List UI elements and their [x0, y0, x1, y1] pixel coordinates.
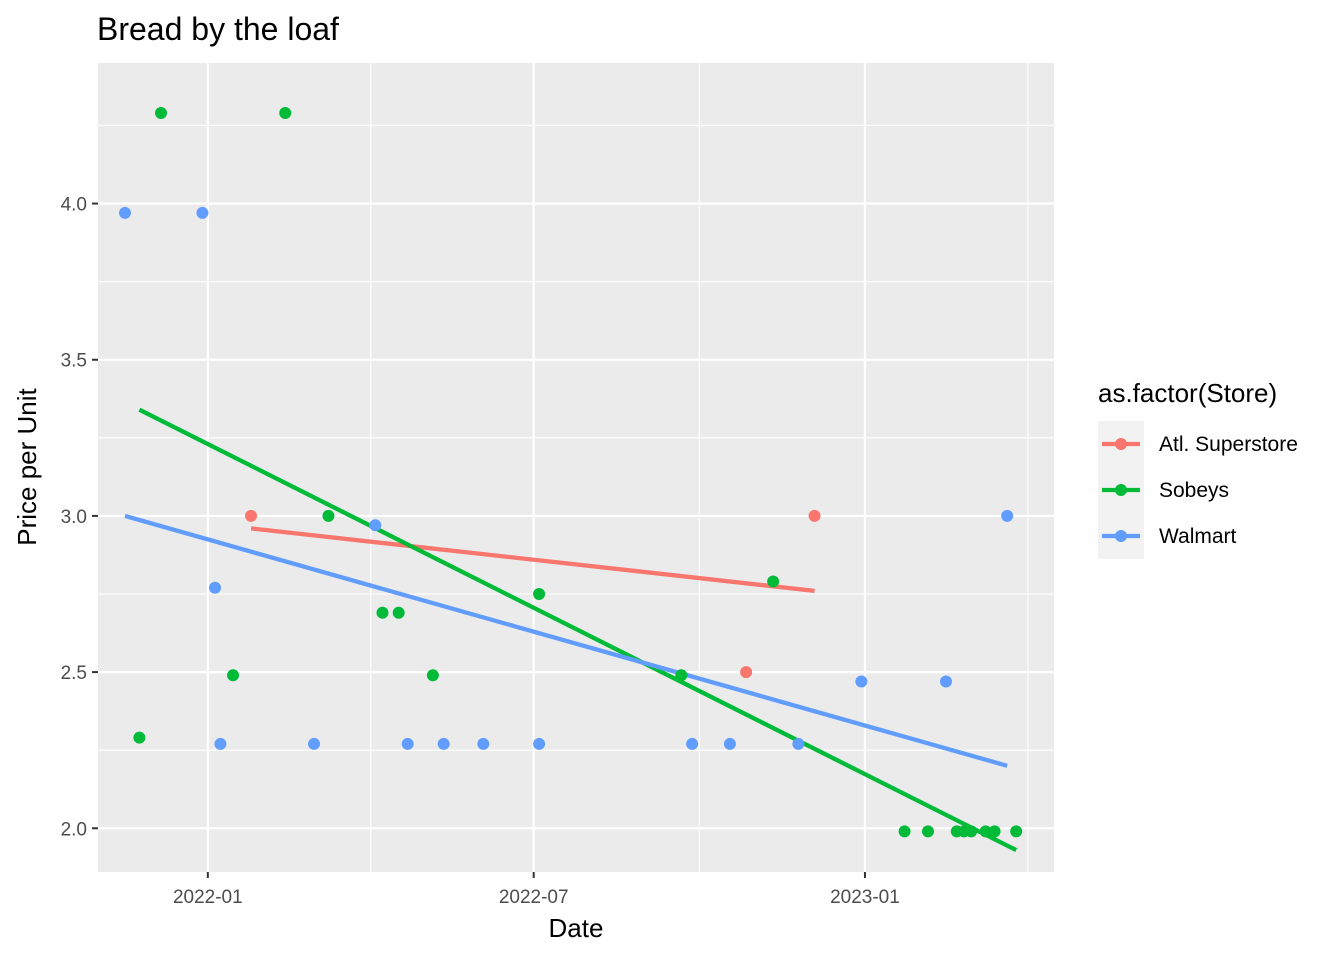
- data-point-walmart: [437, 737, 450, 750]
- legend-dot-sobeys: [1115, 484, 1127, 496]
- data-point-walmart: [401, 737, 414, 750]
- data-point-sobeys: [965, 825, 978, 838]
- data-point-sobeys: [133, 731, 146, 744]
- major-gridlines: [98, 63, 1054, 872]
- data-point-walmart: [533, 737, 546, 750]
- legend-items: Atl. Superstore Sobeys Walmart: [1098, 421, 1298, 559]
- data-point-sobeys: [988, 825, 1001, 838]
- data-point-walmart: [308, 737, 321, 750]
- data-point-walmart: [209, 581, 222, 594]
- legend-title: as.factor(Store): [1098, 378, 1277, 408]
- data-point-sobeys: [533, 588, 546, 601]
- data-point-sobeys: [767, 575, 780, 588]
- x-tick-label: 2022-07: [499, 887, 569, 908]
- data-point-walmart: [855, 675, 868, 688]
- x-axis-tick-labels: 2022-01 2022-07 2023-01: [173, 887, 900, 908]
- y-tick-label: 2.0: [61, 819, 87, 840]
- data-point-sobeys: [979, 825, 992, 838]
- data-point-sobeys: [426, 669, 439, 682]
- y-tick-label: 2.5: [61, 663, 87, 684]
- data-point-atl-superstore: [740, 666, 753, 679]
- data-point-sobeys: [322, 509, 335, 522]
- minor-gridlines: [98, 63, 1054, 872]
- legend-label-sobeys: Sobeys: [1159, 479, 1229, 502]
- x-tick-label: 2022-01: [173, 887, 243, 908]
- data-point-walmart: [1001, 509, 1014, 522]
- axis-ticks: [92, 202, 866, 878]
- data-point-walmart: [119, 206, 132, 219]
- data-point-atl-superstore: [245, 509, 258, 522]
- trend-line-sobeys: [138, 407, 1018, 853]
- data-point-walmart: [723, 737, 736, 750]
- data-point-sobeys: [898, 825, 911, 838]
- legend-label-atl-superstore: Atl. Superstore: [1159, 433, 1298, 456]
- data-point-sobeys: [376, 606, 389, 619]
- trend-lines: [124, 407, 1018, 853]
- legend-dot-walmart: [1115, 530, 1127, 542]
- data-point-walmart: [939, 675, 952, 688]
- data-point-walmart: [686, 737, 699, 750]
- data-point-walmart: [477, 737, 490, 750]
- x-tick-label: 2023-01: [830, 887, 900, 908]
- data-point-sobeys: [155, 106, 168, 119]
- data-point-sobeys: [1010, 825, 1023, 838]
- chart-title: Bread by the loaf: [97, 11, 339, 47]
- legend-dot-atl-superstore: [1115, 438, 1127, 450]
- data-point-sobeys: [675, 669, 688, 682]
- y-tick-label: 4.0: [61, 195, 87, 216]
- y-tick-label: 3.0: [61, 507, 87, 528]
- data-points: [119, 106, 1023, 838]
- data-point-sobeys: [279, 106, 292, 119]
- trend-line-walmart: [124, 513, 1008, 768]
- x-axis-title: Date: [549, 913, 604, 943]
- data-point-sobeys: [921, 825, 934, 838]
- legend-label-walmart: Walmart: [1159, 525, 1237, 548]
- data-point-atl-superstore: [808, 509, 821, 522]
- y-axis-tick-labels: 2.0 2.5 3.0 3.5 4.0: [61, 195, 87, 841]
- y-tick-label: 3.5: [61, 351, 87, 372]
- data-point-walmart: [369, 519, 382, 532]
- data-point-walmart: [792, 737, 805, 750]
- y-axis-title: Price per Unit: [12, 387, 42, 545]
- data-point-walmart: [196, 206, 209, 219]
- legend: as.factor(Store) Atl. Superstore Sobeys Wa…: [1098, 378, 1298, 559]
- trend-line-atl-superstore: [250, 526, 815, 594]
- data-point-sobeys: [227, 669, 240, 682]
- data-point-sobeys: [392, 606, 405, 619]
- data-point-walmart: [214, 737, 227, 750]
